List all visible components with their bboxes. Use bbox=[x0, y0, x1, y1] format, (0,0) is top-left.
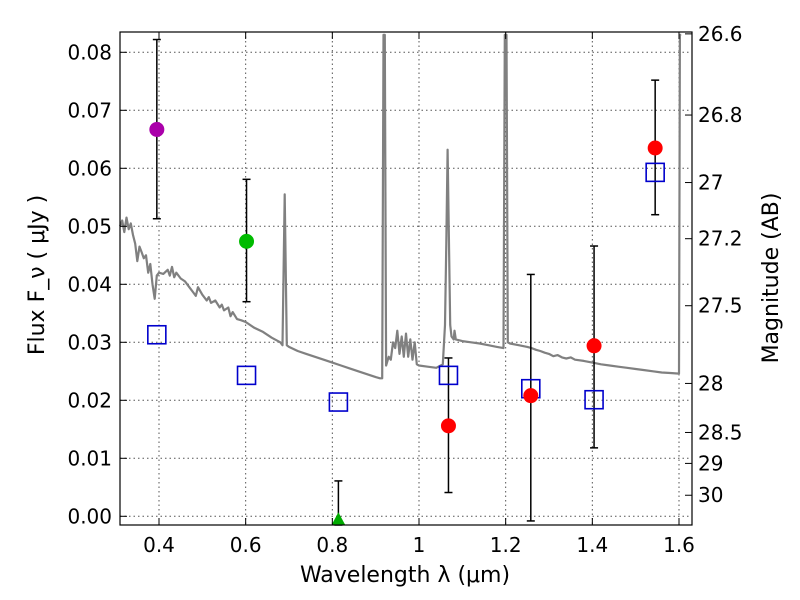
observed-point bbox=[149, 121, 165, 137]
x-tick-label: 1.2 bbox=[490, 533, 522, 557]
y-tick-label: 0.01 bbox=[67, 446, 112, 470]
x-tick-label: 0.6 bbox=[230, 533, 262, 557]
observed-point bbox=[239, 233, 255, 249]
x-tick-label: 1.4 bbox=[576, 533, 608, 557]
model-photometry-square bbox=[438, 365, 459, 386]
right-tick-label: 27.5 bbox=[698, 294, 743, 318]
observed-points-layer bbox=[149, 121, 663, 526]
y-tick-label: 0.05 bbox=[67, 214, 112, 238]
x-tick-label: 1.6 bbox=[663, 533, 695, 557]
right-tick-label: 28 bbox=[698, 371, 723, 395]
right-tick-label: 27 bbox=[698, 171, 723, 195]
y-tick-label: 0.00 bbox=[67, 504, 112, 528]
observed-point bbox=[523, 388, 539, 404]
observed-point bbox=[647, 140, 663, 156]
y-tick-label: 0.07 bbox=[67, 98, 112, 122]
right-tick-label: 28.5 bbox=[698, 420, 743, 444]
model-photometry-square bbox=[147, 324, 167, 345]
model-photometry-square bbox=[328, 392, 349, 412]
model-photometry-square bbox=[236, 365, 257, 386]
axis-ticks bbox=[120, 32, 692, 525]
right-tick-label: 27.2 bbox=[698, 227, 743, 251]
y-tick-label: 0.06 bbox=[67, 156, 112, 180]
y-tick-label: 0.02 bbox=[67, 388, 112, 412]
y-tick-label: 0.03 bbox=[67, 330, 112, 354]
sed-model-layer bbox=[118, 33, 682, 380]
y-axis-label: Flux F_ν ( μJy ) bbox=[25, 195, 50, 355]
error-bars-layer bbox=[152, 38, 660, 526]
y-tick-label: 0.08 bbox=[67, 40, 112, 64]
right-tick-label: 26.8 bbox=[698, 103, 743, 127]
x-tick-label: 1 bbox=[413, 533, 426, 557]
model-photometry-square bbox=[645, 162, 665, 183]
grid-lines bbox=[120, 32, 692, 525]
x-tick-labels: 0.4 0.6 0.8 1 1.2 1.4 1.6 bbox=[143, 533, 695, 557]
model-photometry-layer bbox=[147, 162, 665, 412]
x-tick-label: 0.4 bbox=[143, 533, 175, 557]
model-photometry-square bbox=[584, 389, 604, 410]
right-tick-label: 30 bbox=[698, 483, 723, 507]
observed-point bbox=[586, 338, 602, 354]
plot-frame bbox=[119, 31, 693, 526]
observed-point-upper-limit bbox=[331, 512, 346, 526]
y-tick-label: 0.04 bbox=[67, 272, 112, 296]
right-axis-label: Magnitude (AB) bbox=[759, 193, 784, 364]
right-tick-label: 29 bbox=[698, 451, 723, 475]
right-tick-labels: 26.6 26.8 27 27.2 27.5 28 28.5 29 30 bbox=[698, 22, 743, 507]
right-tick-label: 26.6 bbox=[698, 22, 743, 46]
sed-model-line bbox=[118, 33, 682, 380]
y-tick-labels: 0.00 0.01 0.02 0.03 0.04 0.05 0.06 0.07 0.08 bbox=[67, 40, 112, 528]
observed-point bbox=[440, 418, 456, 434]
x-axis-label: Wavelength λ (μm) bbox=[300, 563, 510, 588]
x-tick-label: 0.8 bbox=[316, 533, 348, 557]
